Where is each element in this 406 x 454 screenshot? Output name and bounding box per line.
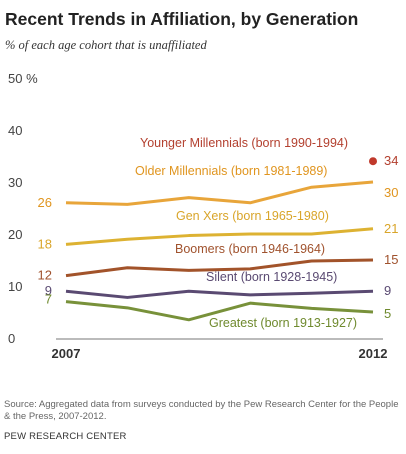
y-tick-label: 20 <box>8 227 22 242</box>
series-line <box>65 300 374 322</box>
series-label: Boomers (born 1946-1964) <box>175 242 325 256</box>
y-tick-label: 40 <box>8 123 22 138</box>
data-label: 21 <box>384 221 398 236</box>
y-tick-label: 50 % <box>8 71 38 86</box>
data-label: 30 <box>384 185 398 200</box>
x-tick-label: 2007 <box>52 346 81 361</box>
y-tick-label: 30 <box>8 175 22 190</box>
data-label: 9 <box>45 283 52 298</box>
data-label: 34 <box>384 153 398 168</box>
data-label: 12 <box>38 268 52 283</box>
data-label: 26 <box>38 195 52 210</box>
chart-title: Recent Trends in Affiliation, by Generat… <box>5 9 359 29</box>
series-label: Older Millennials (born 1981-1989) <box>135 164 327 178</box>
data-point <box>369 157 377 166</box>
data-label: 7 <box>45 292 52 307</box>
source-note: Source: Aggregated data from surveys con… <box>4 399 399 422</box>
series-line <box>65 258 374 278</box>
y-tick-label: 10 <box>8 279 22 294</box>
chart-subtitle: % of each age cohort that is unaffiliate… <box>5 38 207 52</box>
data-label: 15 <box>384 252 398 267</box>
series-label: Gen Xers (born 1965-1980) <box>176 209 329 223</box>
y-tick-label: 0 <box>8 331 15 346</box>
series-label: Silent (born 1928-1945) <box>206 270 337 284</box>
data-label: 9 <box>384 283 391 298</box>
series-label: Greatest (born 1913-1927) <box>209 316 357 330</box>
line-chart: 0 10 20 30 40 50 % 2007 2012 Younger Millennials… <box>8 71 398 361</box>
series-line <box>65 180 374 206</box>
series-line <box>65 227 374 246</box>
x-tick-label: 2012 <box>359 346 388 361</box>
data-label: 5 <box>384 306 391 321</box>
series-label: Younger Millennials (born 1990-1994) <box>140 136 348 150</box>
series-line <box>65 289 374 299</box>
data-label: 18 <box>38 236 52 251</box>
organization-name: PEW RESEARCH CENTER <box>4 431 127 442</box>
